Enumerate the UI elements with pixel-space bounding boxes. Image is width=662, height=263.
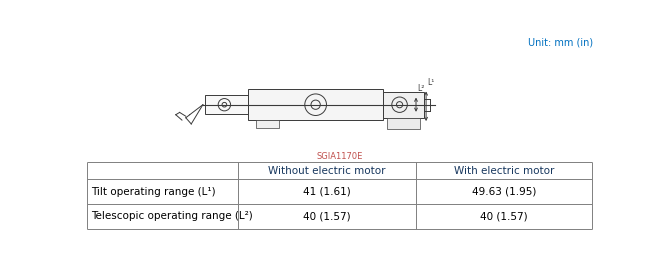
Bar [248,89,383,120]
Text: Without electric motor: Without electric motor [268,166,386,176]
Text: L¹: L¹ [427,78,434,87]
Bar [256,120,279,128]
Bar [205,95,248,114]
Bar [387,118,420,129]
Text: 40 (1.57): 40 (1.57) [480,211,528,221]
Text: L²: L² [417,84,424,93]
Text: SGIA1170E: SGIA1170E [316,152,363,161]
Bar [383,92,424,118]
Text: 49.63 (1.95): 49.63 (1.95) [472,187,536,197]
Text: Unit: mm (in): Unit: mm (in) [528,38,592,48]
Text: Tilt operating range (L¹): Tilt operating range (L¹) [91,187,216,197]
Text: 41 (1.61): 41 (1.61) [303,187,351,197]
Text: With electric motor: With electric motor [453,166,554,176]
Text: Telescopic operating range (L²): Telescopic operating range (L²) [91,211,253,221]
Text: 40 (1.57): 40 (1.57) [303,211,351,221]
